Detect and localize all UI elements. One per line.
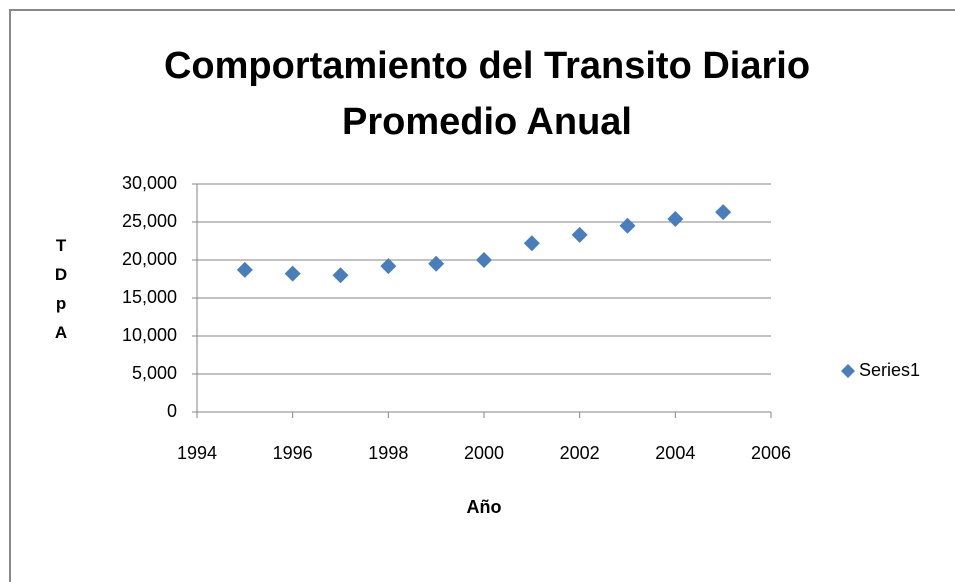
scatter-point — [380, 258, 397, 275]
y-tick-label: 10,000 — [122, 325, 177, 345]
y-tick-label: 20,000 — [122, 249, 177, 269]
y-tick-label: 30,000 — [122, 173, 177, 193]
x-tick-label: 1996 — [273, 443, 313, 463]
scatter-point — [236, 261, 253, 278]
scatter-point — [523, 235, 540, 252]
y-tick-label: 5,000 — [132, 363, 177, 383]
scatter-point — [284, 265, 301, 282]
scatter-point — [667, 210, 684, 227]
x-tick-label: 1994 — [177, 443, 217, 463]
y-tick-label: 0 — [167, 401, 177, 421]
chart-border — [9, 9, 955, 582]
y-tick-label: 15,000 — [122, 287, 177, 307]
scatter-point — [428, 255, 445, 272]
x-axis-label: Año — [467, 497, 502, 517]
chart-title: Promedio Anual — [342, 101, 632, 143]
scatter-point — [571, 226, 588, 243]
scatter-point — [715, 204, 732, 221]
legend-marker — [841, 364, 855, 378]
scatter-point — [332, 267, 349, 284]
x-tick-label: 2006 — [751, 443, 791, 463]
chart-title: Comportamiento del Transito Diario — [164, 45, 810, 87]
y-axis-label: TDpA — [52, 236, 71, 352]
legend-label: Series1 — [859, 360, 920, 380]
x-tick-label: 2000 — [464, 443, 504, 463]
y-tick-label: 25,000 — [122, 211, 177, 231]
scatter-point — [619, 217, 636, 234]
x-tick-label: 2004 — [655, 443, 695, 463]
x-tick-label: 1998 — [368, 443, 408, 463]
scatter-point — [476, 252, 492, 268]
x-tick-label: 2002 — [560, 443, 600, 463]
